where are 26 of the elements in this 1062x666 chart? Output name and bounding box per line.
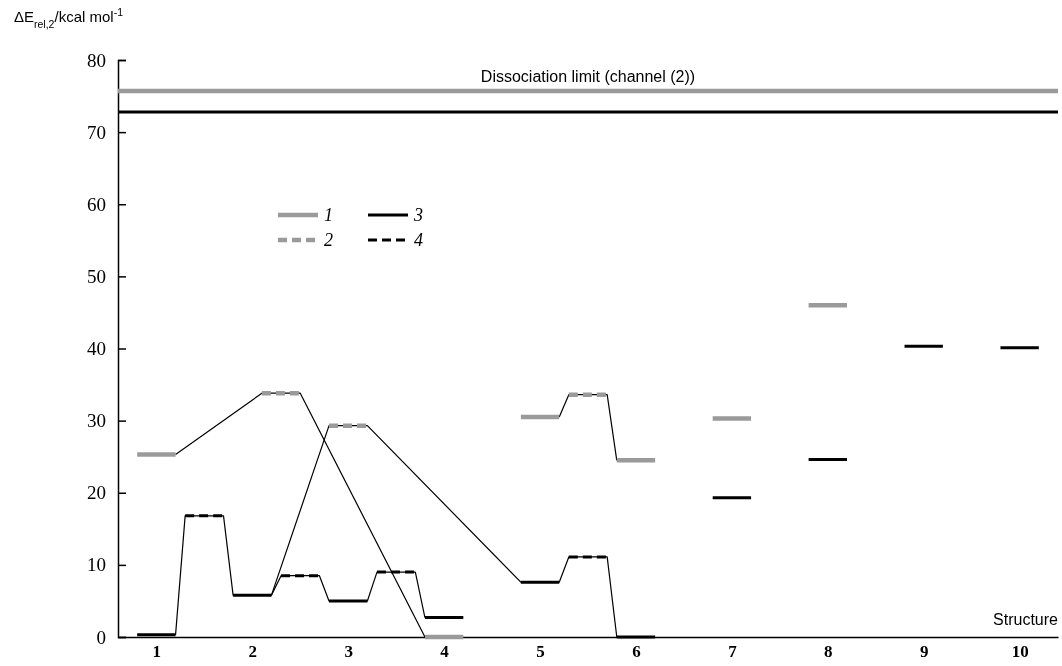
legend-label: 3 — [413, 205, 423, 225]
x-axis-title: Structure — [993, 611, 1059, 628]
x-tick-label: 4 — [440, 642, 450, 662]
y-tick-label: 40 — [87, 338, 106, 360]
x-tick-label: 5 — [536, 642, 545, 662]
x-tick-label: 7 — [728, 642, 738, 662]
x-tick-label: 6 — [632, 642, 641, 662]
y-tick-label: 0 — [96, 626, 106, 648]
y-tick-label: 50 — [87, 265, 106, 287]
x-tick-label: 10 — [1011, 642, 1029, 662]
legend-label: 4 — [414, 230, 423, 250]
y-tick-label: 70 — [87, 121, 106, 143]
legend-label: 2 — [324, 230, 333, 250]
y-tick-label: 60 — [87, 193, 106, 215]
y-tick-label: 80 — [87, 49, 106, 71]
x-tick-label: 8 — [824, 642, 833, 662]
x-tick-label: 3 — [344, 642, 353, 662]
y-tick-label: 10 — [87, 554, 106, 576]
legend-label: 1 — [324, 205, 333, 225]
y-axis-title: ΔE$_{rel,2}$/kcal mol$^{-1}$ — [14, 6, 124, 30]
y-tick-label: 20 — [87, 482, 106, 504]
x-tick-label: 9 — [919, 642, 929, 662]
y-tick-label: 30 — [87, 410, 106, 432]
x-tick-label: 2 — [248, 642, 258, 662]
x-tick-label: 1 — [152, 642, 162, 662]
ref-line-label: Dissociation limit (channel (2)) — [480, 68, 696, 86]
